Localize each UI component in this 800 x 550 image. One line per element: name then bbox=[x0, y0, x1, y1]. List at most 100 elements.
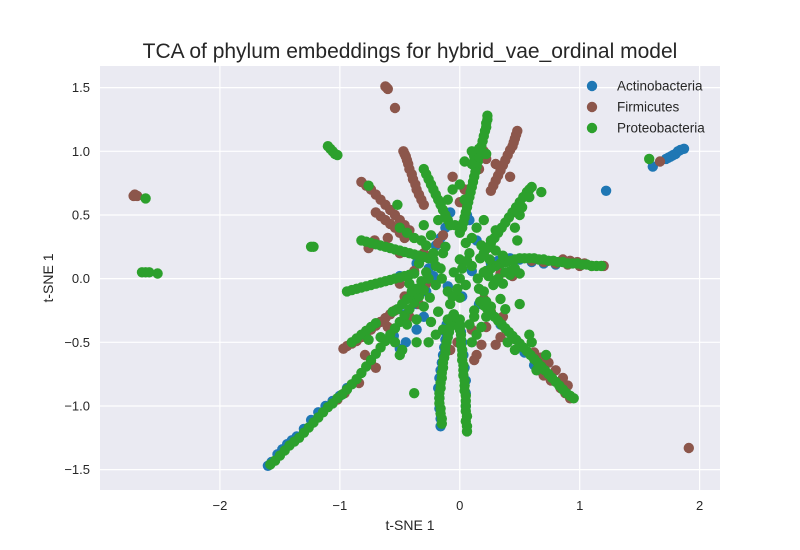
data-point bbox=[425, 230, 437, 241]
data-point bbox=[425, 316, 437, 328]
x-tick-label: −2 bbox=[213, 498, 228, 513]
x-tick-label: 1 bbox=[576, 498, 583, 513]
data-point bbox=[394, 349, 405, 361]
x-tick-label: 2 bbox=[696, 498, 703, 513]
data-point bbox=[492, 273, 504, 284]
data-point bbox=[476, 240, 487, 251]
data-point bbox=[481, 296, 492, 307]
data-point bbox=[514, 298, 525, 310]
data-point bbox=[421, 240, 432, 251]
data-point bbox=[433, 214, 444, 226]
data-point bbox=[475, 253, 486, 264]
data-point bbox=[600, 185, 612, 196]
data-point bbox=[485, 235, 497, 246]
data-point bbox=[437, 230, 449, 241]
y-tick-label: −0.5 bbox=[64, 335, 90, 350]
data-point bbox=[401, 319, 413, 330]
data-point bbox=[370, 318, 381, 329]
data-point bbox=[457, 263, 468, 274]
data-point bbox=[305, 241, 317, 252]
data-point bbox=[509, 344, 521, 356]
data-point bbox=[490, 245, 501, 256]
y-axis-ticks: −1.5 −1.0 −0.5 0.0 0.5 1.0 1.5 bbox=[64, 80, 90, 477]
legend-marker bbox=[586, 122, 598, 134]
data-point bbox=[448, 267, 459, 278]
data-point bbox=[430, 279, 441, 291]
data-point bbox=[442, 194, 453, 205]
data-point bbox=[401, 227, 413, 238]
data-point bbox=[466, 158, 477, 170]
data-point bbox=[389, 102, 401, 114]
data-point bbox=[423, 273, 434, 284]
legend: Actinobacteria Firmicutes Proteobacteria bbox=[586, 79, 705, 136]
data-point bbox=[332, 149, 343, 161]
data-point bbox=[481, 311, 492, 322]
data-point bbox=[540, 349, 552, 361]
data-point bbox=[409, 268, 420, 279]
x-tick-label: 0 bbox=[456, 498, 463, 513]
data-point bbox=[363, 334, 374, 345]
data-point bbox=[437, 248, 449, 259]
data-point bbox=[497, 250, 509, 261]
data-point bbox=[644, 153, 655, 165]
legend-label: Proteobacteria bbox=[617, 121, 705, 136]
data-point bbox=[411, 314, 422, 325]
data-point bbox=[683, 442, 694, 454]
legend-label: Actinobacteria bbox=[617, 79, 703, 94]
data-point bbox=[524, 329, 535, 340]
data-point bbox=[430, 329, 441, 340]
data-point bbox=[144, 267, 155, 278]
y-tick-label: −1.5 bbox=[64, 462, 90, 477]
data-point bbox=[512, 235, 523, 246]
data-point bbox=[409, 388, 420, 399]
data-point bbox=[140, 193, 151, 204]
data-point bbox=[464, 319, 475, 330]
data-point bbox=[466, 146, 477, 157]
data-point bbox=[471, 222, 482, 233]
data-point bbox=[363, 180, 374, 191]
data-point bbox=[504, 265, 516, 277]
data-point bbox=[466, 232, 477, 244]
data-point bbox=[509, 222, 521, 233]
data-point bbox=[418, 220, 429, 231]
x-axis-ticks: −2 −1 0 1 2 bbox=[213, 498, 704, 513]
data-point bbox=[504, 171, 516, 182]
legend-marker bbox=[586, 80, 598, 92]
data-points bbox=[128, 81, 694, 471]
data-point bbox=[484, 254, 495, 265]
x-tick-label: −1 bbox=[332, 498, 347, 513]
data-point bbox=[490, 158, 501, 170]
data-point bbox=[531, 365, 542, 376]
legend-marker bbox=[586, 101, 598, 113]
data-point bbox=[394, 222, 405, 233]
data-point bbox=[459, 194, 470, 205]
data-point bbox=[490, 225, 501, 236]
data-point bbox=[152, 268, 163, 279]
data-point bbox=[481, 148, 492, 160]
y-tick-label: 0.0 bbox=[72, 271, 90, 286]
data-point bbox=[433, 306, 444, 317]
data-point bbox=[435, 263, 446, 274]
y-tick-label: 1.5 bbox=[72, 80, 90, 95]
data-point bbox=[485, 185, 497, 196]
data-point bbox=[447, 291, 458, 302]
legend-item: Proteobacteria bbox=[586, 121, 705, 136]
data-point bbox=[428, 248, 439, 259]
data-point bbox=[370, 362, 381, 373]
data-point bbox=[654, 156, 666, 167]
data-point bbox=[442, 314, 453, 325]
data-point bbox=[469, 311, 480, 322]
data-point bbox=[375, 332, 386, 343]
data-point bbox=[516, 202, 528, 213]
data-point bbox=[454, 179, 465, 190]
data-point bbox=[129, 189, 140, 200]
data-point bbox=[524, 191, 535, 203]
data-point bbox=[449, 220, 461, 231]
data-point bbox=[461, 255, 473, 266]
data-point bbox=[454, 321, 465, 333]
data-point bbox=[382, 232, 393, 244]
chart-title: TCA of phylum embeddings for hybrid_vae_… bbox=[143, 40, 678, 63]
data-point bbox=[502, 337, 513, 348]
y-tick-label: 1.0 bbox=[72, 144, 90, 159]
